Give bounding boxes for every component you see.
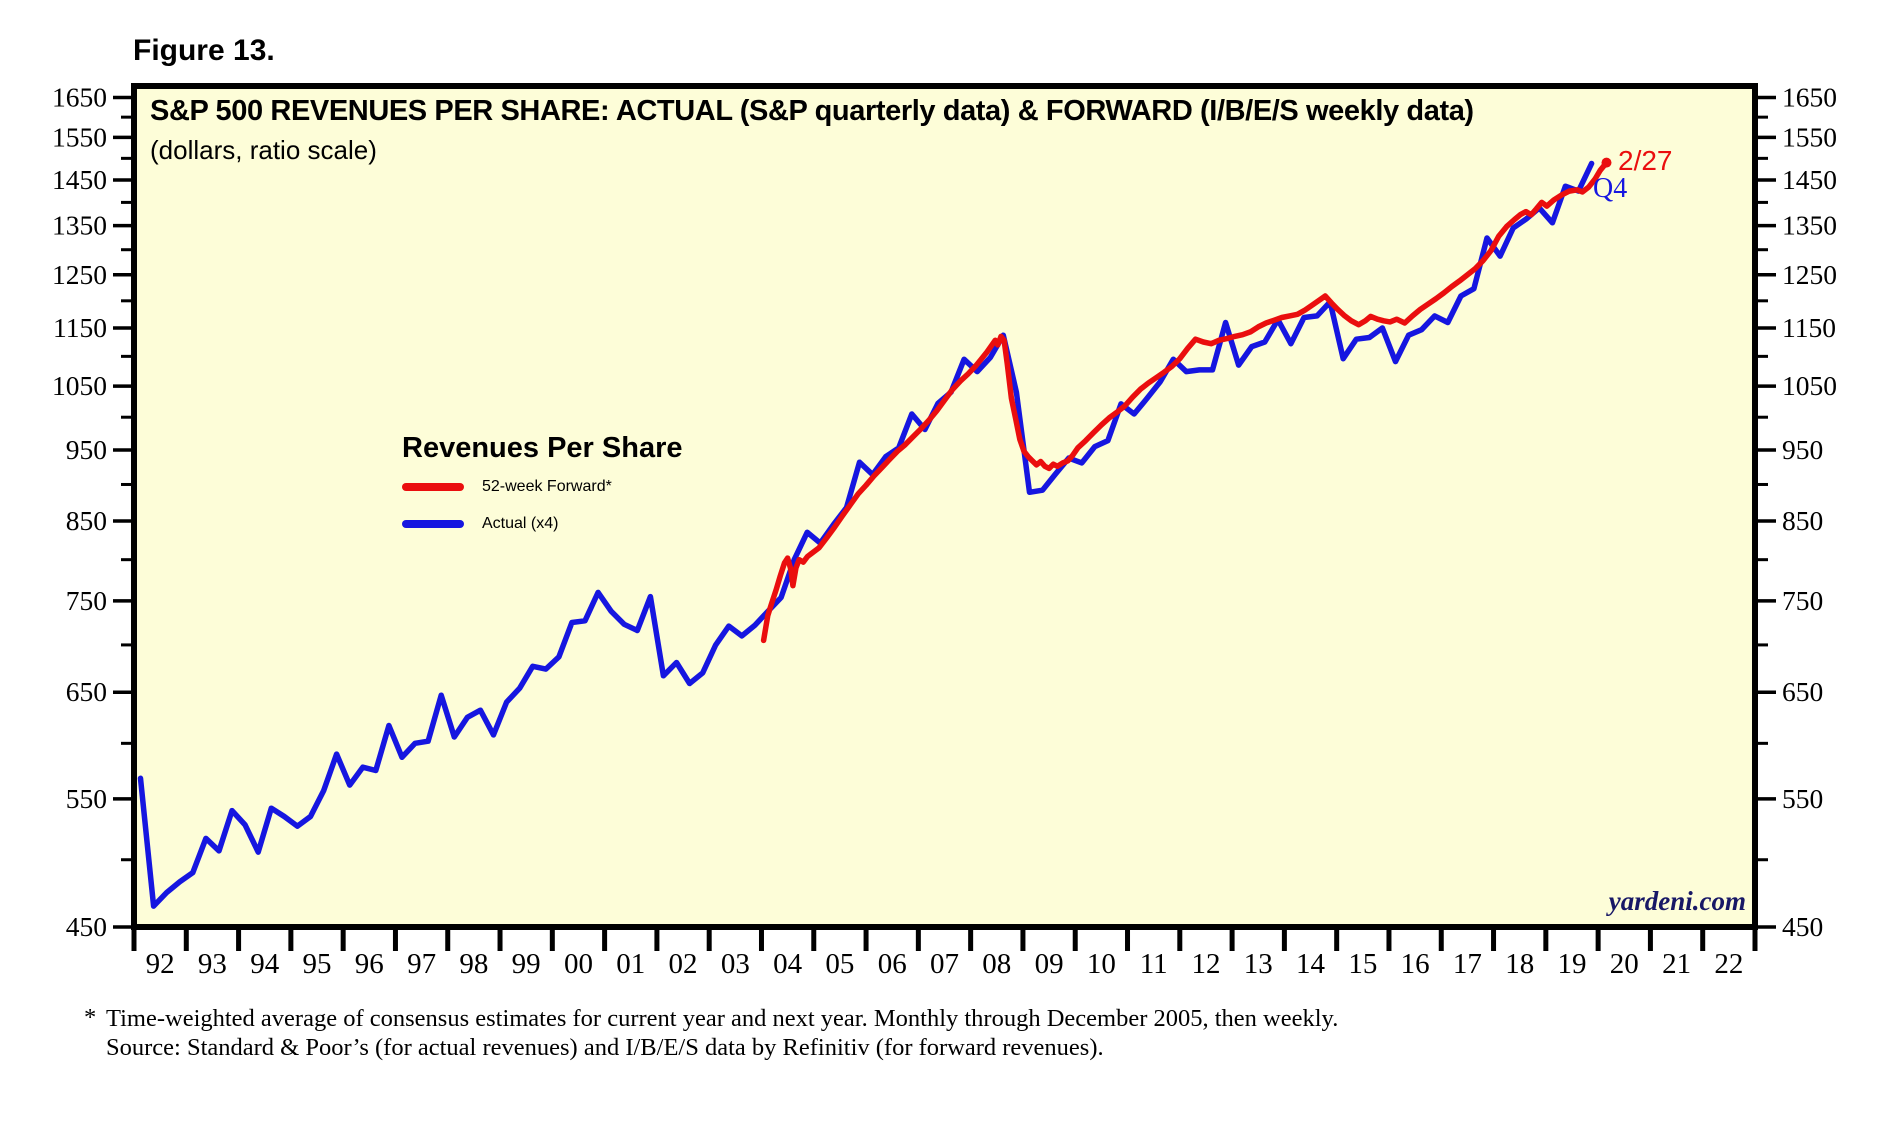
x-axis-label: 12 bbox=[1191, 948, 1220, 980]
y-axis-label-right: 1650 bbox=[1782, 82, 1837, 113]
y-axis-label-right: 1350 bbox=[1782, 210, 1837, 241]
y-axis-label-right: 850 bbox=[1782, 505, 1823, 536]
y-axis-label-left: 1550 bbox=[52, 121, 107, 152]
y-axis-label-right: 650 bbox=[1782, 676, 1823, 707]
x-axis-label: 92 bbox=[146, 948, 175, 980]
y-axis-label-left: 550 bbox=[66, 783, 107, 814]
x-axis-label: 17 bbox=[1453, 948, 1482, 980]
y-axis-label-right: 950 bbox=[1782, 434, 1823, 465]
x-axis-label: 95 bbox=[303, 948, 332, 980]
x-axis-label: 93 bbox=[198, 948, 227, 980]
y-axis-label-right: 550 bbox=[1782, 783, 1823, 814]
plot-background bbox=[134, 86, 1755, 927]
y-axis-label-right: 1450 bbox=[1782, 164, 1837, 195]
x-axis-label: 01 bbox=[616, 948, 645, 980]
y-axis-label-right: 750 bbox=[1782, 585, 1823, 616]
y-axis-label-right: 1150 bbox=[1782, 312, 1836, 343]
actual-series-line bbox=[137, 160, 1595, 909]
x-axis-label: 99 bbox=[512, 948, 541, 980]
y-axis-label-left: 1650 bbox=[52, 82, 107, 113]
x-axis-label: 94 bbox=[250, 948, 280, 980]
forward-series-line bbox=[760, 159, 1610, 644]
x-axis-label: 22 bbox=[1714, 948, 1743, 980]
x-axis-label: 06 bbox=[878, 948, 907, 980]
x-axis-label: 16 bbox=[1401, 948, 1430, 980]
watermark: yardeni.com bbox=[1608, 886, 1746, 916]
legend-item-forward: 52-week Forward* bbox=[402, 472, 682, 502]
x-axis-label: 03 bbox=[721, 948, 750, 980]
legend-title: Revenues Per Share bbox=[402, 432, 683, 464]
chart-subtitle: (dollars, ratio scale) bbox=[150, 135, 377, 165]
x-axis-label: 21 bbox=[1662, 948, 1691, 980]
y-axis-label-right: 450 bbox=[1782, 911, 1823, 942]
y-axis-label-left: 1450 bbox=[52, 164, 107, 195]
x-axis-label: 96 bbox=[355, 948, 384, 980]
x-axis-label: 18 bbox=[1505, 948, 1534, 980]
y-axis-label-left: 1250 bbox=[52, 259, 107, 290]
x-axis-label: 09 bbox=[1035, 948, 1064, 980]
y-axis-label-right: 1050 bbox=[1782, 370, 1837, 401]
footnote-asterisk: * bbox=[84, 1004, 97, 1031]
forward-series-end-dot bbox=[1601, 157, 1612, 168]
figure-label: Figure 13. bbox=[133, 34, 275, 67]
x-axis-label: 14 bbox=[1296, 948, 1326, 980]
x-axis-label: 04 bbox=[773, 948, 803, 980]
x-axis-label: 15 bbox=[1348, 948, 1377, 980]
annotation-forward-end-date: 2/27 bbox=[1618, 145, 1673, 176]
y-axis-label-left: 650 bbox=[66, 676, 107, 707]
x-axis-label: 98 bbox=[459, 948, 488, 980]
actual-line-swatch bbox=[402, 520, 464, 528]
legend-label-actual: Actual (x4) bbox=[482, 515, 559, 532]
y-axis-label-left: 750 bbox=[66, 585, 107, 616]
y-axis-label-left: 950 bbox=[66, 434, 107, 465]
x-axis-label: 02 bbox=[669, 948, 698, 980]
x-axis-label: 19 bbox=[1557, 948, 1586, 980]
x-axis-label: 10 bbox=[1087, 948, 1116, 980]
plot-border bbox=[131, 83, 1758, 930]
x-axis-label: 00 bbox=[564, 948, 593, 980]
y-axis-label-left: 850 bbox=[66, 505, 107, 536]
y-axis-label-left: 1350 bbox=[52, 210, 107, 241]
legend: Revenues Per Share 52-week Forward* Actu… bbox=[402, 432, 682, 539]
footnote-line-1: Time-weighted average of consensus estim… bbox=[106, 1005, 1339, 1032]
x-axis-label: 07 bbox=[930, 948, 959, 980]
chart-title: S&P 500 REVENUES PER SHARE: ACTUAL (S&P … bbox=[150, 95, 1474, 127]
x-axis-label: 97 bbox=[407, 948, 436, 980]
legend-item-actual: Actual (x4) bbox=[402, 509, 682, 539]
y-axis-label-left: 1050 bbox=[52, 370, 107, 401]
x-axis-label: 20 bbox=[1610, 948, 1639, 980]
y-axis-label-left: 450 bbox=[66, 911, 107, 942]
legend-label-forward: 52-week Forward* bbox=[482, 478, 612, 495]
y-axis-label-left: 1150 bbox=[53, 312, 107, 343]
x-axis-label: 13 bbox=[1244, 948, 1273, 980]
x-axis-label: 05 bbox=[825, 948, 854, 980]
y-axis-label-right: 1250 bbox=[1782, 259, 1837, 290]
annotation-actual-end-quarter: Q4 bbox=[1593, 173, 1628, 204]
y-axis-label-right: 1550 bbox=[1782, 121, 1837, 152]
footnote-line-2: Source: Standard & Poor’s (for actual re… bbox=[106, 1034, 1104, 1061]
x-axis-label: 11 bbox=[1140, 948, 1168, 980]
forward-line-swatch bbox=[402, 483, 464, 491]
x-axis-label: 08 bbox=[982, 948, 1011, 980]
footnote: * Time-weighted average of consensus est… bbox=[84, 1004, 1338, 1062]
